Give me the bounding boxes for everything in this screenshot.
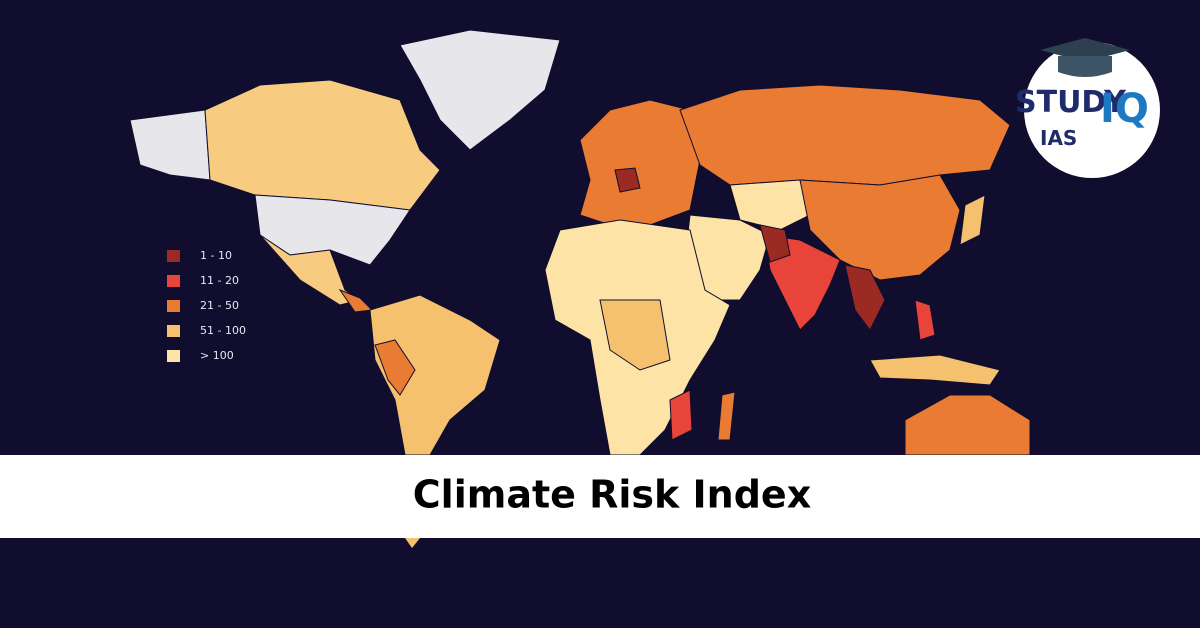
alaska (129, 109, 211, 181)
logo-study: STUDY (1015, 85, 1127, 120)
mozambique (669, 389, 693, 441)
title-banner (0, 455, 1200, 538)
greenland (399, 29, 561, 151)
legend: 1 - 10 11 - 20 21 - 50 51 - 100 > 100 (167, 249, 246, 362)
indonesia (869, 354, 1001, 386)
legend-label: > 100 (200, 349, 234, 362)
canada (204, 79, 441, 211)
legend-swatch (167, 275, 180, 287)
china (799, 174, 961, 281)
peru (374, 339, 416, 396)
logo-cap-base (1058, 56, 1112, 77)
central-asia (729, 179, 811, 231)
africa-central (599, 299, 671, 371)
logo: STUDY IQ IAS (1015, 38, 1160, 178)
south-america-tip (405, 538, 420, 548)
south-america (369, 294, 501, 456)
title: Climate Risk Index (413, 473, 811, 517)
logo-circle (1024, 42, 1160, 178)
europe (579, 99, 701, 226)
southeast-asia (844, 264, 886, 331)
logo-iq: IQ (1100, 86, 1149, 132)
philippines (914, 299, 936, 341)
legend-swatch (167, 350, 180, 362)
madagascar (717, 391, 736, 441)
legend-label: 1 - 10 (200, 249, 232, 262)
legend-swatch (167, 325, 180, 337)
russia (679, 84, 1011, 186)
legend-label: 21 - 50 (200, 299, 239, 312)
pakistan (759, 224, 791, 263)
logo-ias: IAS (1040, 126, 1077, 150)
world-map (129, 29, 1031, 456)
legend-label: 51 - 100 (200, 324, 246, 337)
india (764, 234, 841, 331)
legend-swatch (167, 250, 180, 262)
japan (959, 194, 986, 246)
germany (614, 167, 641, 193)
legend-label: 11 - 20 (200, 274, 239, 287)
legend-swatch (167, 300, 180, 312)
